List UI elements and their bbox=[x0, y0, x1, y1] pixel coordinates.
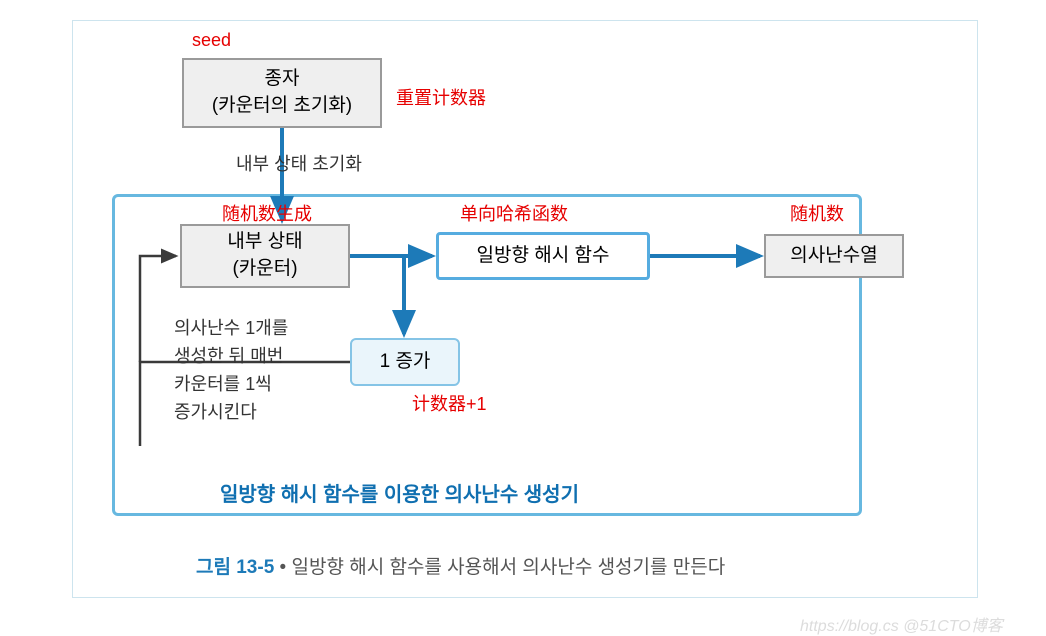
figure-caption-label: 그림 13-5 bbox=[196, 557, 274, 578]
annot-counter-inc: 计数器+1 bbox=[412, 390, 487, 416]
seed-box: 종자 (카운터의 초기화) bbox=[182, 58, 382, 128]
hash-box: 일방향 해시 함수 bbox=[436, 232, 650, 280]
figure-caption: 그림 13-5 • 일방향 해시 함수를 사용해서 의사난수 생성기를 만든다 bbox=[196, 552, 725, 579]
figure-caption-text: 일방향 해시 함수를 사용해서 의사난수 생성기를 만든다 bbox=[292, 557, 726, 578]
annot-seed: seed bbox=[192, 30, 231, 51]
label-init-state: 내부 상태 초기화 bbox=[236, 150, 362, 176]
caption-title: 일방향 해시 함수를 이용한 의사난수 생성기 bbox=[220, 478, 579, 507]
annot-reset: 重置计数器 bbox=[396, 84, 486, 110]
label-desc-line: 증가시킨다 bbox=[174, 398, 288, 426]
annot-rand: 随机数 bbox=[790, 200, 844, 226]
annot-hashfn: 单向哈希函数 bbox=[460, 200, 568, 226]
label-desc-line: 생성한 뒤 매번 bbox=[174, 342, 288, 370]
label-desc: 의사난수 1개를 생성한 뒤 매번 카운터를 1씩 증가시킨다 bbox=[174, 314, 288, 426]
increment-box: 1 증가 bbox=[350, 338, 460, 386]
increment-box-label: 1 증가 bbox=[380, 349, 431, 376]
seed-box-line2: (카운터의 초기화) bbox=[212, 93, 352, 120]
state-box: 내부 상태 (카운터) bbox=[180, 224, 350, 288]
output-box-label: 의사난수열 bbox=[790, 243, 877, 270]
label-desc-line: 카운터를 1씩 bbox=[174, 370, 288, 398]
hash-box-label: 일방향 해시 함수 bbox=[477, 243, 610, 270]
watermark: https://blog.cs @51CTO博客 bbox=[800, 612, 1003, 636]
figure-caption-sep: • bbox=[274, 557, 291, 578]
seed-box-line1: 종자 bbox=[265, 66, 300, 93]
output-box: 의사난수열 bbox=[764, 234, 904, 278]
state-box-line1: 내부 상태 bbox=[227, 229, 302, 256]
label-desc-line: 의사난수 1개를 bbox=[174, 314, 288, 342]
annot-rng: 随机数生成 bbox=[222, 200, 312, 226]
state-box-line2: (카운터) bbox=[232, 256, 297, 283]
